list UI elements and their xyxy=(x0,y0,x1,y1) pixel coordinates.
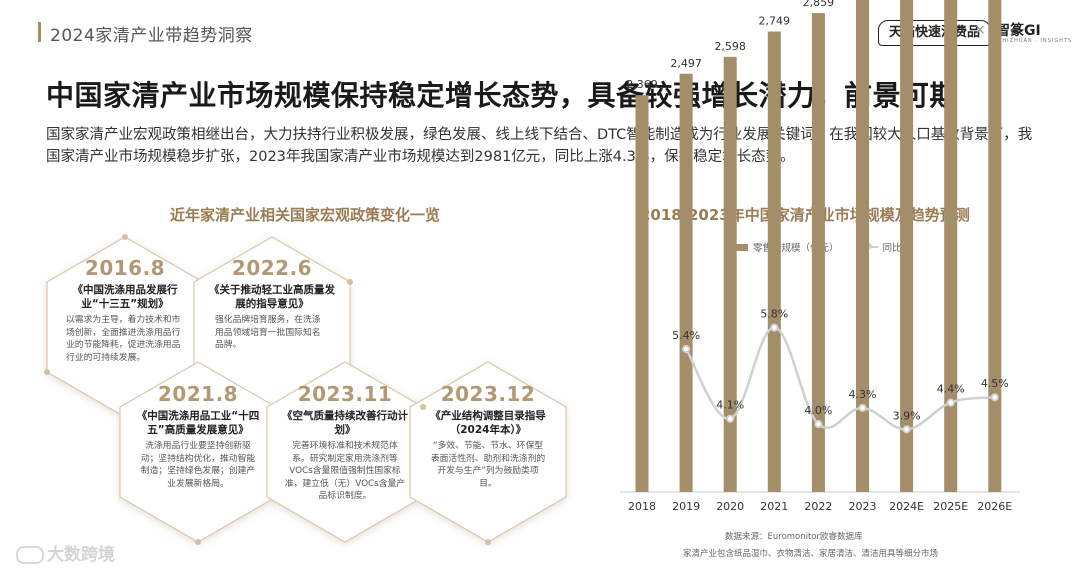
x-tick-label: 2025E xyxy=(933,500,968,513)
policy-title: 《中国洗涤用品工业“十四五”高质量发展意见》 xyxy=(136,410,260,436)
policy-date: 2022.6 xyxy=(231,256,313,280)
yoy-value-label: 3.9% xyxy=(893,409,921,422)
x-tick-label: 2024E xyxy=(889,500,924,513)
x-tick-label: 2020 xyxy=(716,500,744,513)
yoy-value-label: 5.4% xyxy=(672,329,700,342)
hex-dot xyxy=(347,279,353,285)
data-source: 数据来源：Euromonitor欧睿数据库 xyxy=(725,532,863,542)
policy-desc: “多效、节能、节水、环保型表面活性剂、助剂和洗涤剂的开发与生产”列为鼓励类项目。 xyxy=(430,441,546,489)
hex-dot xyxy=(420,404,426,410)
hex-dot xyxy=(44,369,50,375)
watermark-icon xyxy=(16,546,44,564)
policy-desc: 强化品牌培育服务，在洗涤用品领域培育一批国际知名品牌。 xyxy=(215,315,321,350)
page-title: 中国家清产业市场规模保持稳定增长态势，具备较强增长潜力，前景可期 xyxy=(46,79,959,112)
yoy-line xyxy=(685,326,995,431)
legend-bar-label: 零售额规模（亿元） xyxy=(753,243,839,254)
bar-value-label: 2,859 xyxy=(803,0,835,9)
legend-line-label: 同比 xyxy=(882,243,902,254)
x-tick-label: 2019 xyxy=(672,500,700,513)
policy-desc: 洗涤用品行业要坚持创新驱动；坚持结构优化，推动智能制造；坚持绿色发展；创建产业发… xyxy=(140,441,256,489)
policy-date: 2021.8 xyxy=(157,382,239,406)
x-tick-label: 2026E xyxy=(977,500,1012,513)
policy-title: 《产业结构调整目录指导（2024年本）》 xyxy=(430,410,546,436)
yoy-point-2019 xyxy=(681,344,691,354)
header-title: 2024家清产业带趋势洞察 xyxy=(50,26,253,46)
yoy-point-2021 xyxy=(770,323,779,332)
yoy-point-2023 xyxy=(858,403,867,413)
x-tick-label: 2022 xyxy=(804,500,832,513)
policy-desc: 完善环境标准和技术规范体系。研究制定家用洗涤剂等VOCs含量限值强制性国家标准，… xyxy=(284,441,406,501)
chart-title: 2018-2023年中国家清产业市场规模及趋势预测 xyxy=(640,206,970,224)
yoy-point-2022 xyxy=(814,419,823,429)
bar-value-label: 2,749 xyxy=(759,15,791,28)
yoy-value-label: 4.5% xyxy=(981,377,1009,390)
policy-hexagons xyxy=(44,234,567,545)
x-tick-label: 2018 xyxy=(628,500,656,513)
yoy-point-2026E xyxy=(990,393,999,402)
policy-card-2023-11: 2023.11 《空气质量持续改善行动计划》 完善环境标准和技术规范体系。研究制… xyxy=(280,382,410,503)
zhiyan-logo: 智篆GI ZHIZHUAN · INSIGHTS xyxy=(996,20,1071,44)
hex-dot xyxy=(195,539,201,545)
legend-bar-swatch xyxy=(730,243,748,251)
policy-card-2023-12: 2023.12 《产业结构调整目录指导（2024年本）》 “多效、节能、节水、环… xyxy=(423,382,553,490)
watermark: 大数跨境 xyxy=(16,540,115,565)
x-tick-label: 2023 xyxy=(849,500,877,513)
policy-card-2021-8: 2021.8 《中国洗涤用品工业“十四五”高质量发展意见》 洗涤用品行业要坚持创… xyxy=(133,382,263,490)
hex-dot xyxy=(485,539,491,545)
x-tick-label: 2021 xyxy=(760,500,788,513)
yoy-value-label: 4.1% xyxy=(716,399,744,412)
bar-value-label: 2,598 xyxy=(714,40,746,53)
policy-section-title: 近年家清产业相关国家宏观政策变化一览 xyxy=(170,206,441,224)
chart-note: 家清产业包含纸品湿巾、衣物清洁、家居清洁、清洁用具等细分市场 xyxy=(683,549,939,559)
yoy-value-label: 4.0% xyxy=(804,404,832,417)
yoy-point-2025E xyxy=(946,398,955,407)
bar-2020 xyxy=(723,56,737,493)
zhiyan-logo-sub: ZHIZHUAN · INSIGHTS xyxy=(998,38,1073,44)
yoy-value-label: 5.8% xyxy=(760,308,788,321)
policy-card-2022-6: 2022.6 《关于推动轻工业高质量发展的指导意见》 强化品牌培育服务，在洗涤用… xyxy=(207,256,337,352)
chart-legend: 零售额规模（亿元） 同比 xyxy=(730,240,902,254)
yoy-point-2024E xyxy=(902,425,911,434)
policy-date: 2016.8 xyxy=(84,256,166,280)
policy-title: 《空气质量持续改善行动计划》 xyxy=(282,410,408,436)
header-accent-bar xyxy=(38,22,41,42)
policy-date: 2023.11 xyxy=(297,382,393,406)
zhiyan-logo-text: 智篆GI xyxy=(996,23,1041,39)
intro-paragraph: 国家家清产业宏观政策相继出台，大力扶持行业积极发展，绿色发展、线上线下结合、DT… xyxy=(46,127,1033,165)
policy-date: 2023.12 xyxy=(440,382,536,406)
watermark-text: 大数跨境 xyxy=(47,545,115,565)
hex-dot xyxy=(122,234,128,240)
logo-separator: × xyxy=(974,22,986,38)
policy-desc: 以需求为主导，着力技术和市场创新，全面推进洗涤用品行业的节能降耗，促进洗涤用品行… xyxy=(66,315,181,363)
legend-line-swatch xyxy=(859,243,878,249)
bar-2026E xyxy=(988,0,1002,493)
policy-title: 《关于推动轻工业高质量发展的指导意见》 xyxy=(209,284,335,310)
policy-title: 《中国洗涤用品发展行业“十三五”规划》 xyxy=(72,284,178,310)
yoy-value-label: 4.3% xyxy=(849,388,877,401)
yoy-point-2020 xyxy=(726,414,735,423)
policy-card-2016-8: 2016.8 《中国洗涤用品发展行业“十三五”规划》 以需求为主导，着力技术和市… xyxy=(60,256,190,364)
bar-value-label: 2,497 xyxy=(670,57,702,70)
yoy-value-label: 4.4% xyxy=(937,383,965,396)
